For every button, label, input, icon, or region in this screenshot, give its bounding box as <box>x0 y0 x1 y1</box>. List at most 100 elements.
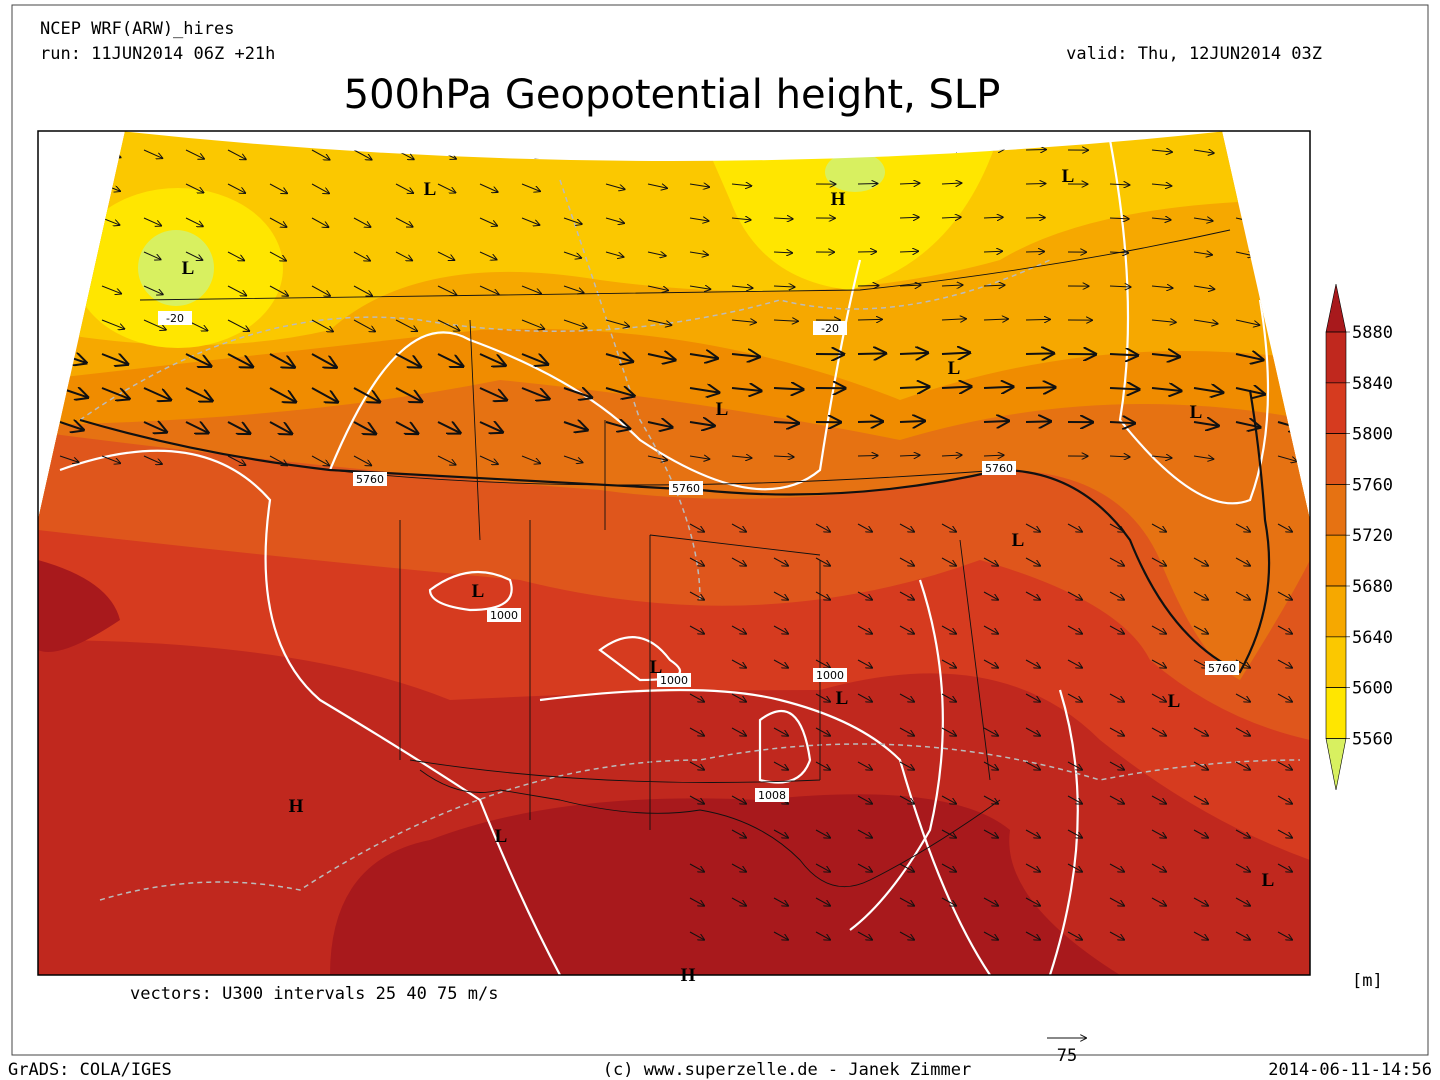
wind-vector <box>941 353 969 354</box>
wind-vector <box>479 455 498 464</box>
wind-vector <box>815 693 830 702</box>
wind-vector <box>773 252 792 253</box>
wind-vector <box>269 217 286 227</box>
wind-vector <box>773 320 798 321</box>
colorbar-segment <box>1325 331 1347 384</box>
colorbar-label: 5880 <box>1352 323 1393 343</box>
wind-vector <box>941 829 956 838</box>
wind-vector <box>1235 693 1250 702</box>
wind-vector <box>311 353 336 367</box>
wind-vector <box>857 625 872 634</box>
map-frame <box>37 130 1311 976</box>
wind-vector <box>899 625 914 634</box>
run-time: run: 11JUN2014 06Z +21h <box>40 44 275 64</box>
wind-vector <box>983 319 1008 320</box>
wind-vector <box>395 387 421 401</box>
wind-vector <box>899 931 914 940</box>
colorbar-label: 5680 <box>1352 577 1393 597</box>
wind-vector <box>689 218 709 221</box>
wind-vector <box>1277 149 1297 155</box>
wind-vector <box>185 387 212 401</box>
colorbar-segment <box>1325 484 1347 536</box>
wind-vector <box>899 251 918 252</box>
wind-vector <box>1067 659 1082 668</box>
wind-vector <box>857 421 882 422</box>
wind-vector <box>773 388 803 389</box>
wind-vector <box>353 319 375 331</box>
wind-vector <box>857 523 872 532</box>
wind-vector <box>941 455 962 456</box>
wind-vector <box>941 217 961 218</box>
wind-vector <box>1235 422 1260 427</box>
wind-vector <box>1235 557 1250 566</box>
wind-vector <box>1277 659 1292 668</box>
pressure-center: L <box>1190 402 1203 423</box>
wind-vector <box>227 319 249 331</box>
wind-vector <box>983 829 998 838</box>
wind-vector <box>1277 319 1301 326</box>
wind-vector <box>1193 422 1218 426</box>
wind-vector <box>1025 319 1050 320</box>
wind-vector <box>1193 591 1208 600</box>
contour-label-box <box>755 788 789 802</box>
wind-vector <box>479 217 497 226</box>
wind-vector <box>101 285 121 294</box>
wind-vector <box>143 149 162 158</box>
wind-vector <box>227 455 245 465</box>
wind-vector <box>521 455 540 463</box>
wind-vector <box>101 319 124 329</box>
wind-vector <box>983 897 998 906</box>
wind-vector <box>815 897 830 906</box>
title: 500hPa Geopotential height, SLP <box>344 72 1001 118</box>
wind-vector <box>815 591 830 600</box>
wind-vector <box>269 455 287 465</box>
wind-vector <box>983 625 998 634</box>
wind-vector <box>983 455 1004 456</box>
wind-vector <box>311 149 330 160</box>
wind-vector <box>1235 149 1256 154</box>
wind-vector <box>143 217 161 226</box>
wind-vector <box>983 251 1002 252</box>
wind-vector <box>941 319 966 320</box>
wind-vector <box>521 183 540 191</box>
wind-vector <box>689 456 709 459</box>
wind-vector <box>1277 931 1292 940</box>
wind-vector <box>1109 591 1124 600</box>
wind-vector <box>1025 523 1040 532</box>
contour-label-box <box>669 481 703 495</box>
wind-vector <box>773 625 788 634</box>
wind-vector <box>731 456 751 458</box>
wind-vector <box>647 149 668 154</box>
wind-vector <box>689 931 704 940</box>
wind-vector <box>689 422 714 426</box>
contour-label-box <box>1205 661 1239 675</box>
pressure-center: L <box>1168 691 1181 712</box>
wind-vector <box>1025 863 1040 872</box>
wind-vector <box>605 217 624 223</box>
pressure-center: L <box>836 688 849 709</box>
wind-vector <box>1193 727 1208 736</box>
wind-vector <box>1277 829 1292 838</box>
wind-vector <box>1067 829 1082 838</box>
wind-vector <box>857 353 885 354</box>
wind-vector <box>563 217 582 224</box>
wind-vector <box>983 659 998 668</box>
wind-vector <box>899 863 914 872</box>
wind-vector <box>1067 931 1082 940</box>
wind-vector <box>1025 931 1040 940</box>
wind-vector <box>1151 829 1166 838</box>
wind-vector <box>605 183 625 189</box>
pressure-center: H <box>831 189 846 210</box>
wind-vector <box>941 523 956 532</box>
wind-vector <box>479 183 498 192</box>
wind-vector <box>731 897 746 906</box>
wind-vector <box>731 625 746 634</box>
pressure-center: H <box>289 796 304 817</box>
wind-vector <box>227 183 245 193</box>
wind-vector <box>101 149 121 157</box>
wind-vector <box>1151 557 1166 566</box>
wind-vector <box>983 557 998 566</box>
valid-time: valid: Thu, 12JUN2014 03Z <box>1066 44 1322 64</box>
wind-vector <box>1151 693 1166 702</box>
colorbar-segment <box>1325 636 1347 688</box>
